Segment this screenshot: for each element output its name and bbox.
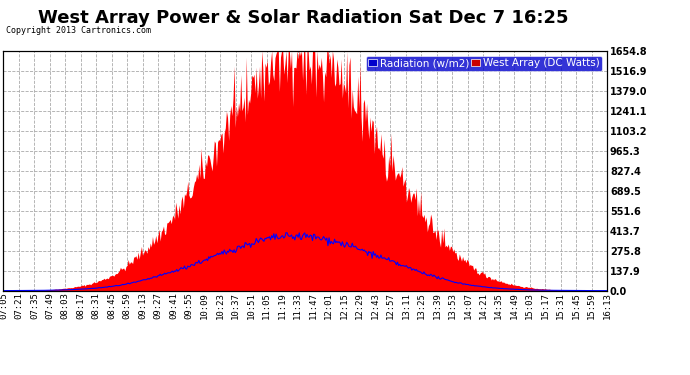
Text: Copyright 2013 Cartronics.com: Copyright 2013 Cartronics.com (6, 26, 150, 35)
Text: West Array Power & Solar Radiation Sat Dec 7 16:25: West Array Power & Solar Radiation Sat D… (39, 9, 569, 27)
Legend: Radiation (w/m2), West Array (DC Watts): Radiation (w/m2), West Array (DC Watts) (366, 56, 602, 71)
